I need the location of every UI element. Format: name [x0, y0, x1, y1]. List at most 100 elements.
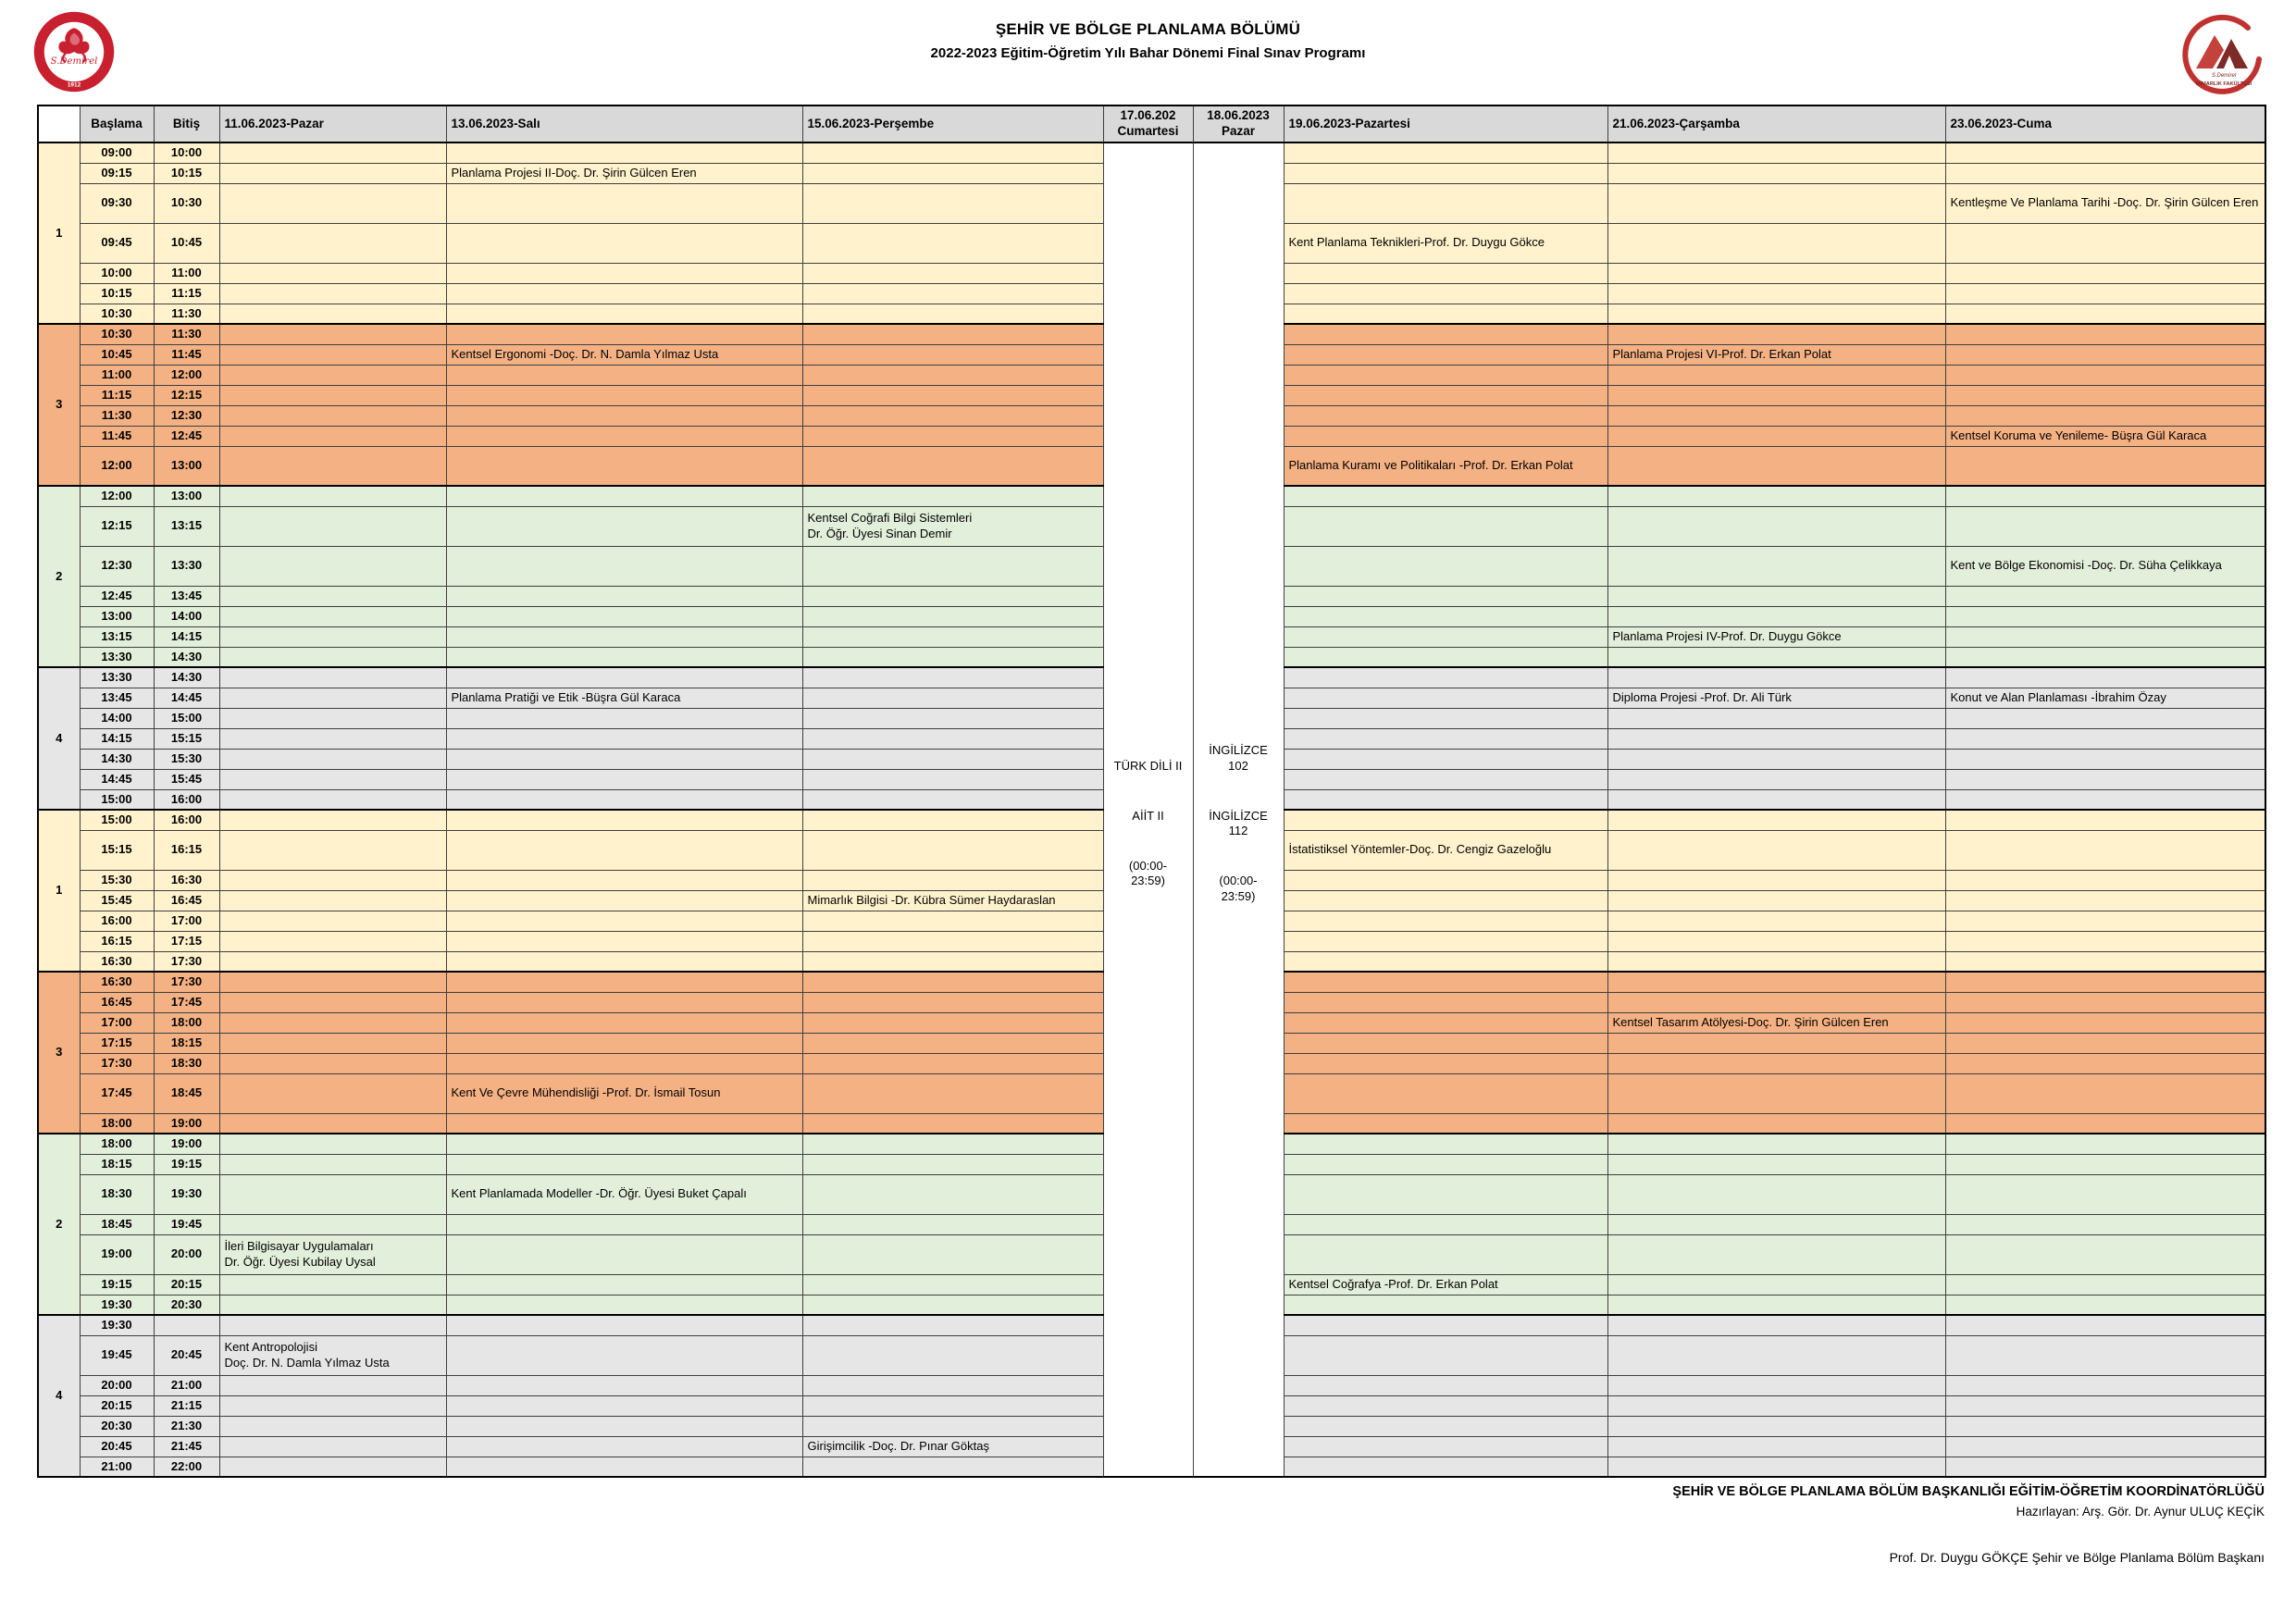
time-end-cell: 21:45 — [153, 1435, 220, 1457]
time-start-cell: 10:45 — [79, 343, 155, 366]
exam-cell-pazartesi — [1283, 930, 1608, 952]
time-end-cell: 16:00 — [153, 788, 220, 811]
exam-cell-carsamba: Planlama Projesi IV-Prof. Dr. Duygu Gökc… — [1607, 626, 1946, 648]
mountain-m-icon — [2196, 35, 2248, 68]
time-end-cell: 17:30 — [153, 950, 220, 973]
time-start-cell: 14:45 — [79, 768, 155, 790]
exam-cell-sali — [445, 950, 803, 973]
exam-cell-persembe — [801, 768, 1104, 790]
exam-cell-sali — [445, 425, 803, 447]
time-end-cell: 13:45 — [153, 585, 220, 607]
exam-cell-carsamba — [1607, 1415, 1946, 1437]
exam-cell-pazar — [218, 142, 447, 164]
time-start-cell: 11:45 — [79, 425, 155, 447]
exam-cell-persembe — [801, 142, 1104, 164]
exam-cell-pazar — [218, 1213, 447, 1235]
exam-cell-sali — [445, 585, 803, 607]
coordinator-title: ŞEHİR VE BÖLGE PLANLAMA BÖLÜM BAŞKANLIĞI… — [1672, 1484, 2265, 1499]
time-start-cell: 13:30 — [79, 666, 155, 688]
time-start-cell: 19:15 — [79, 1273, 155, 1295]
exam-cell-pazartesi — [1283, 626, 1608, 648]
exam-cell-pazartesi — [1283, 1133, 1608, 1155]
exam-cell-pazartesi — [1283, 485, 1608, 507]
time-end-cell: 15:45 — [153, 768, 220, 790]
exam-cell-sali: Planlama Pratiği ve Etik -Büşra Gül Kara… — [445, 687, 803, 709]
time-start-cell: 20:15 — [79, 1395, 155, 1417]
table-row: 18:15 19:15 — [38, 1153, 2266, 1175]
exam-cell-persembe — [801, 626, 1104, 648]
time-start-cell: 14:15 — [79, 727, 155, 750]
exam-cell-persembe — [801, 971, 1104, 993]
time-start-cell: 09:15 — [79, 162, 155, 184]
exam-cell-persembe — [801, 1173, 1104, 1215]
exam-cell-cuma: Kentleşme Ve Planlama Tarihi -Doç. Dr. Ş… — [1944, 182, 2266, 224]
time-start-cell: 15:15 — [79, 829, 155, 871]
time-start-cell: 20:30 — [79, 1415, 155, 1437]
founding-year: 1912 — [68, 82, 81, 89]
exam-cell-pazartesi — [1283, 748, 1608, 770]
exam-cell-pazar — [218, 1273, 447, 1295]
exam-cell-cuma — [1944, 869, 2266, 891]
time-end-cell: 19:45 — [153, 1213, 220, 1235]
weekend-exam-label: İNGİLİZCE 102 — [1209, 743, 1268, 773]
table-row: 18:45 19:45 — [38, 1213, 2266, 1235]
time-end-cell: 19:00 — [153, 1112, 220, 1134]
exam-cell-pazar — [218, 485, 447, 507]
exam-cell-persembe — [801, 646, 1104, 668]
exam-cell-persembe — [801, 485, 1104, 507]
exam-cell-pazar — [218, 404, 447, 427]
time-start-cell: 21:00 — [79, 1456, 155, 1478]
signature-small: S.Demirel — [2212, 73, 2237, 79]
exam-cell-sali — [445, 707, 803, 729]
exam-cell-carsamba — [1607, 1294, 1946, 1316]
exam-cell-sali — [445, 1213, 803, 1235]
exam-cell-pazar — [218, 262, 447, 284]
exam-cell-sali — [445, 1032, 803, 1054]
exam-cell-sali — [445, 1273, 803, 1295]
exam-cell-pazartesi — [1283, 162, 1608, 184]
time-start-cell: 17:30 — [79, 1052, 155, 1074]
exam-cell-persembe — [801, 1032, 1104, 1054]
time-start-cell: 17:00 — [79, 1011, 155, 1034]
exam-cell-cuma — [1944, 1456, 2266, 1478]
time-end-cell: 13:30 — [153, 545, 220, 587]
weekend-exam-label: TÜRK DİLİ II — [1113, 758, 1183, 773]
col-header-wednesday: 21.06.2023-Çarşamba — [1607, 105, 1946, 143]
table-row: 1 15:00 16:00 — [37, 809, 2266, 973]
exam-cell-sali — [445, 646, 803, 668]
exam-cell-carsamba — [1607, 162, 1946, 184]
exam-cell-pazartesi: Kent Planlama Teknikleri-Prof. Dr. Duygu… — [1283, 222, 1608, 264]
exam-cell-cuma — [1944, 1415, 2266, 1437]
time-end-cell: 18:30 — [153, 1052, 220, 1074]
exam-cell-cuma — [1944, 1435, 2266, 1457]
exam-cell-pazartesi — [1283, 1213, 1608, 1235]
exam-cell-carsamba — [1607, 404, 1946, 427]
exam-cell-sali — [445, 666, 803, 688]
exam-cell-sali — [445, 626, 803, 648]
exam-cell-pazartesi — [1283, 605, 1608, 627]
col-header-tuesday: 13.06.2023-Salı — [445, 105, 803, 143]
col-header-thursday: 15.06.2023-Perşembe — [801, 105, 1104, 143]
exam-cell-cuma — [1944, 605, 2266, 627]
time-start-cell: 18:45 — [79, 1213, 155, 1235]
exam-cell-pazartesi — [1283, 971, 1608, 993]
exam-cell-sali — [445, 445, 803, 487]
time-start-cell: 13:45 — [79, 687, 155, 709]
table-row: 17:00 18:00 Kentsel Tasarım Atölyesi-Doç. … — [38, 1011, 2266, 1034]
time-end-cell: 18:45 — [153, 1072, 220, 1114]
signature-text: S.Demirel — [51, 56, 98, 67]
time-start-cell: 19:45 — [79, 1334, 155, 1376]
exam-cell-persembe — [801, 1273, 1104, 1295]
table-row: 12:15 13:15 Kentsel Coğrafi Bilgi Sistemle… — [38, 505, 2266, 547]
exam-cell-persembe — [801, 1072, 1104, 1114]
exam-cell-persembe — [801, 323, 1104, 345]
table-row: 18:30 19:30 Kent Planlamada Modeller -Dr. … — [38, 1173, 2266, 1215]
table-row: 11:45 12:45 Kentsel Koruma ve Yenileme- Bü… — [38, 425, 2266, 447]
exam-cell-cuma — [1944, 788, 2266, 811]
time-end-cell: 10:45 — [153, 222, 220, 264]
exam-cell-carsamba — [1607, 869, 1946, 891]
exam-cell-pazar — [218, 950, 447, 973]
exam-cell-pazar — [218, 282, 447, 304]
exam-cell-sali — [445, 142, 803, 164]
prepared-by: Hazırlayan: Arş. Gör. Dr. Aynur ULUÇ KEÇ… — [2016, 1505, 2265, 1519]
